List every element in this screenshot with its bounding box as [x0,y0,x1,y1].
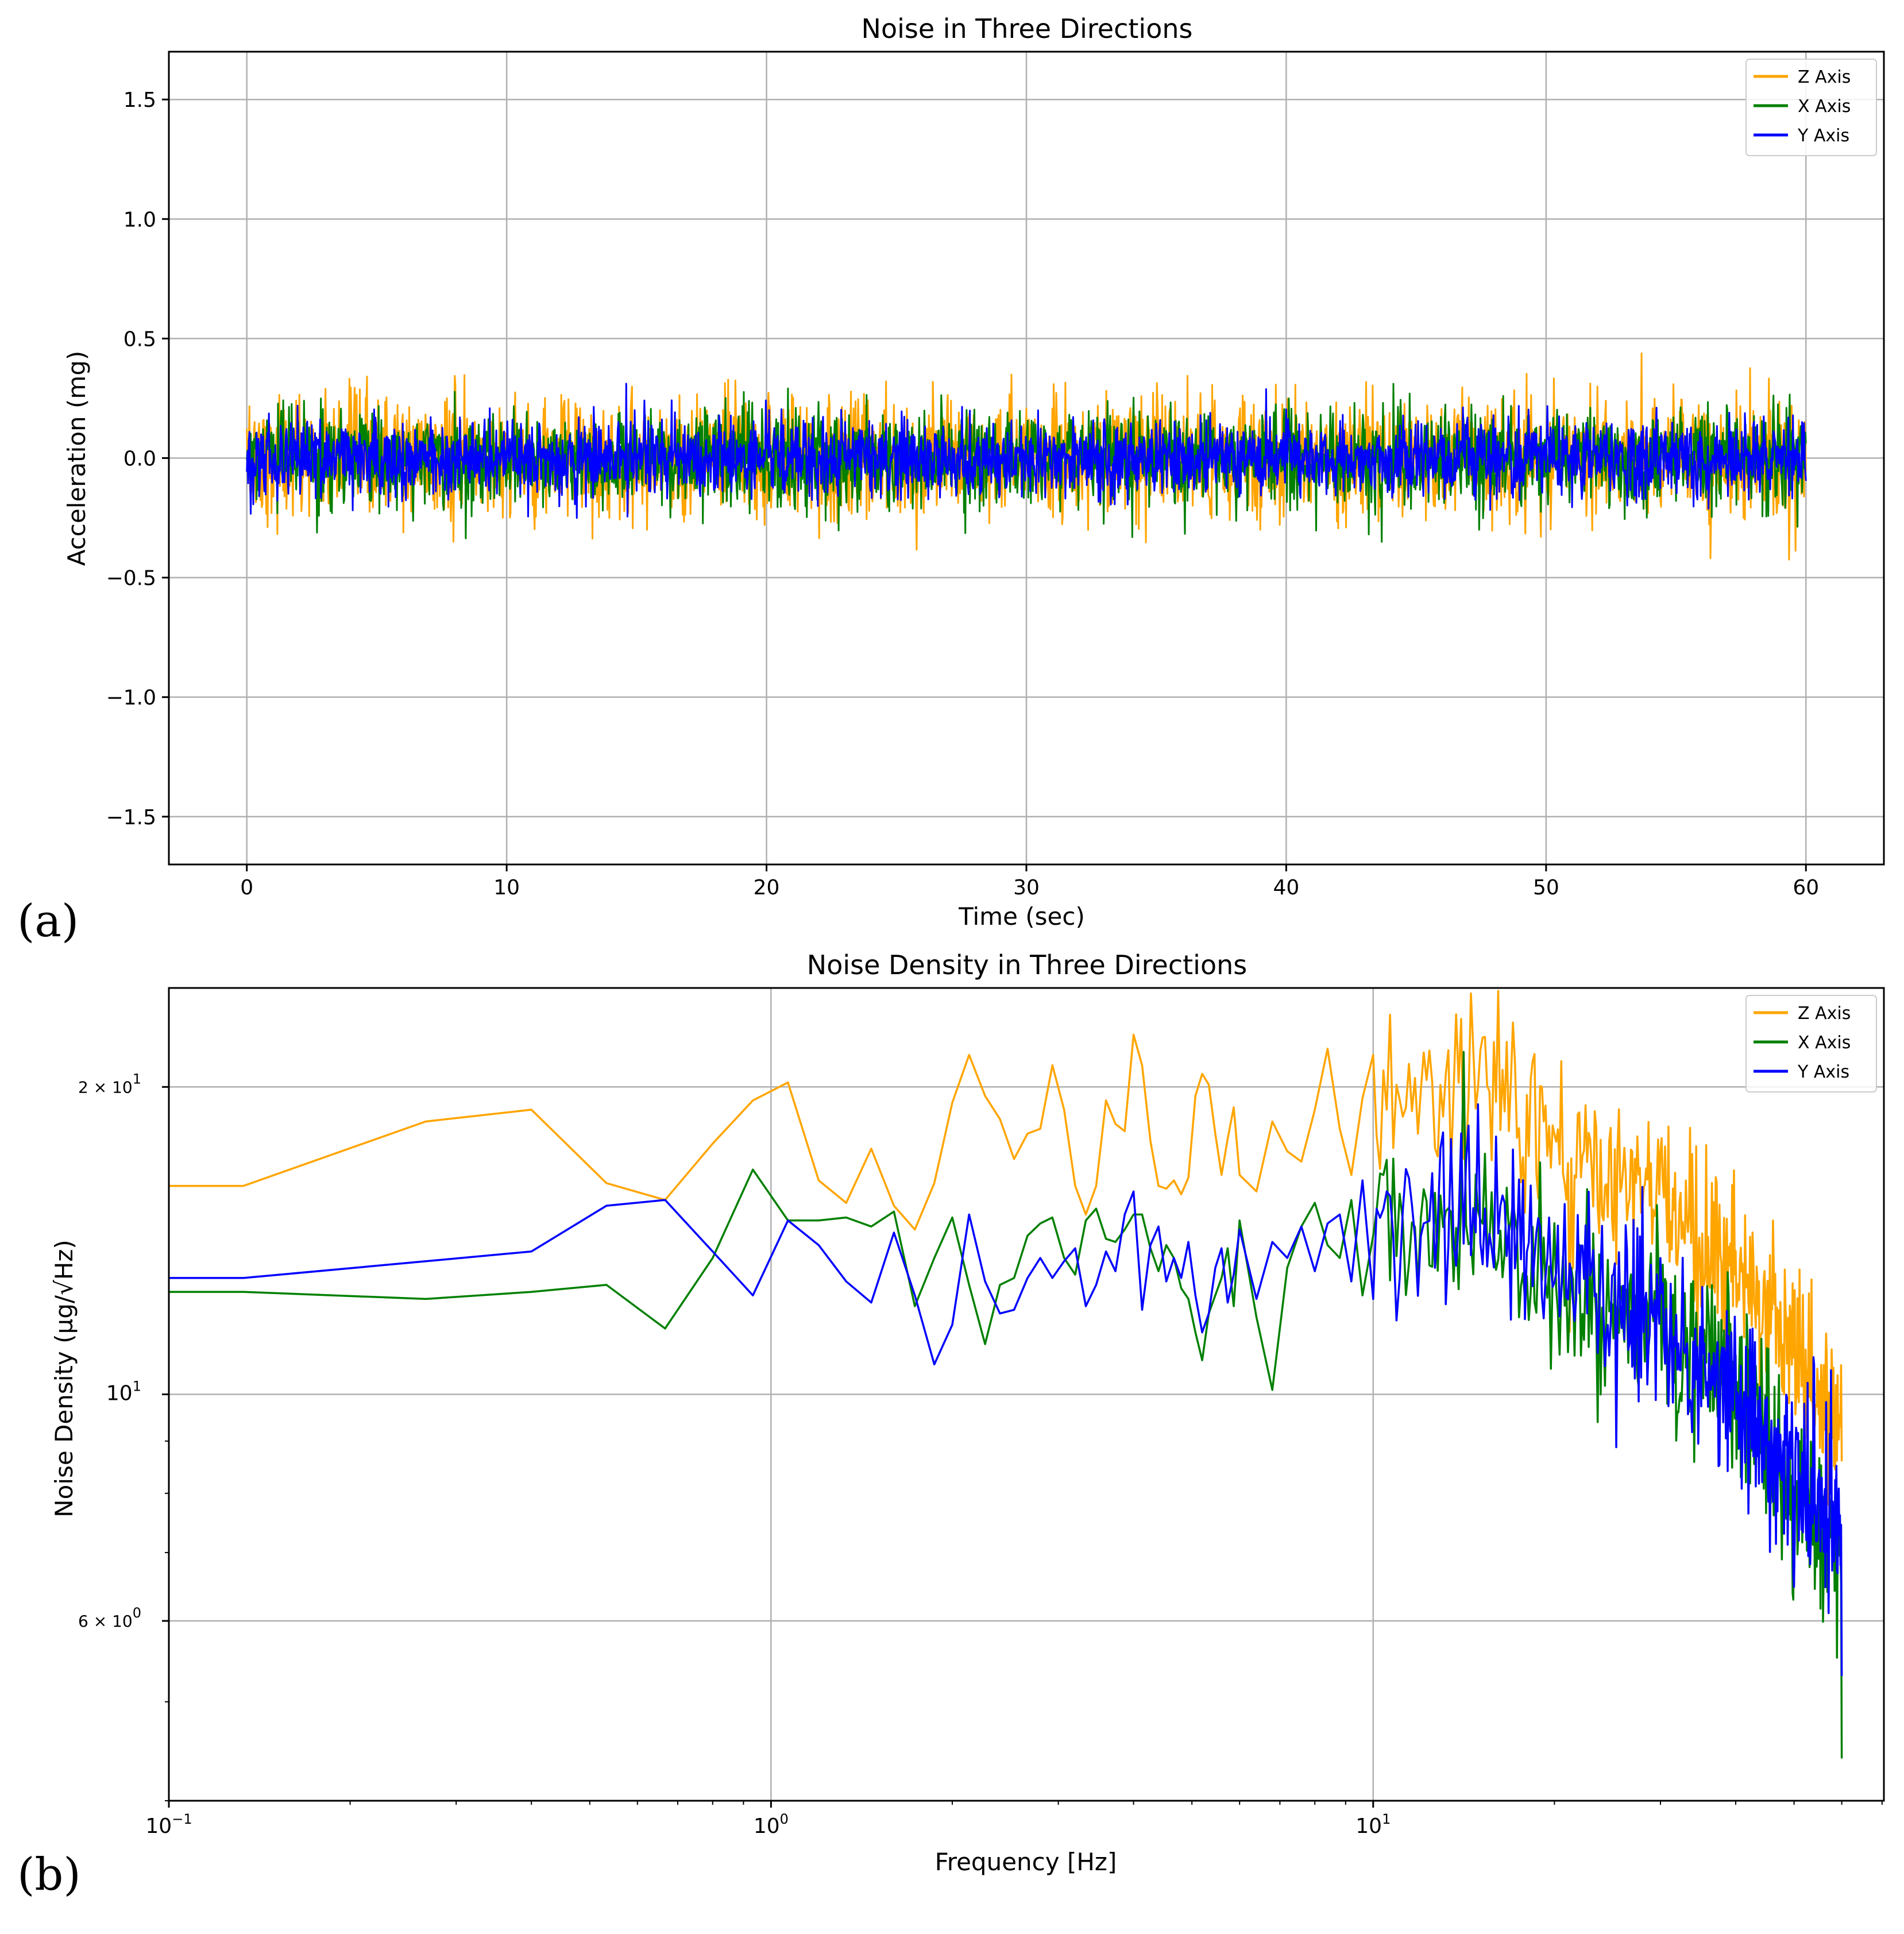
y-tick-label: 2 × 101 [78,1071,141,1097]
x-tick-label: 20 [754,876,780,900]
legend-b-label-x: X Axis [1798,1033,1851,1053]
y-tick-label: −1.5 [106,806,156,829]
x-tick-label: 10−1 [145,1811,192,1838]
chart-a-xlabel: Time (sec) [958,902,1085,931]
legend-a-label-z: Z Axis [1798,67,1851,87]
series-y-axis [169,1103,1843,1676]
series-z-axis [169,990,1843,1506]
chart-b-x-ticks: 10−1 100 101 [145,1801,1883,1838]
x-tick-label: 10 [493,876,520,900]
chart-b-y-ticks: 6 × 100 101 2 × 101 [78,1071,169,1801]
legend-a-label-y: Y Axis [1797,126,1849,146]
chart-b-ylabel: Noise Density (µg/√Hz) [50,1240,78,1518]
chart-a-title: Noise in Three Directions [862,13,1193,44]
chart-a-legend: Z Axis X Axis Y Axis [1745,59,1877,156]
x-tick-label: 60 [1793,876,1819,900]
chart-a-plot-area [246,352,1807,561]
legend-a-label-x: X Axis [1798,96,1851,117]
series-x-axis [246,383,1807,543]
y-tick-label: −1.0 [106,686,156,710]
chart-a-x-ticks: 0 10 20 30 40 50 60 [240,864,1819,900]
panel-label-a: (a) [17,895,79,947]
y-tick-label: 1.5 [123,88,156,112]
x-tick-label: 30 [1013,876,1040,900]
x-tick-label: 0 [240,876,253,900]
x-tick-label: 100 [754,1811,789,1838]
chart-a-ylabel: Acceleration (mg) [63,351,91,566]
y-tick-label: 101 [106,1379,141,1406]
chart-b-legend-box [1745,995,1877,1093]
legend-b-label-y: Y Axis [1797,1062,1849,1082]
chart-b-xlabel: Frequency [Hz] [935,1848,1117,1876]
chart-b-legend: Z Axis X Axis Y Axis [1745,995,1877,1093]
panel-label-b: (b) [17,1849,81,1901]
chart-a-legend-box [1745,59,1877,156]
y-tick-label: 1.0 [123,208,156,231]
chart-a-y-ticks: −1.5 −1.0 −0.5 0.0 0.5 1.0 1.5 [106,88,169,829]
legend-b-label-z: Z Axis [1798,1003,1851,1024]
series-y-axis [246,383,1807,519]
chart-b-plot-area [169,990,1843,1759]
x-tick-label: 40 [1273,876,1300,900]
y-tick-label: −0.5 [106,567,156,590]
noise-density-chart: Noise Density in Three Directions 10−1 10… [17,949,1885,1901]
x-tick-label: 101 [1355,1811,1391,1838]
chart-b-title: Noise Density in Three Directions [807,949,1247,980]
y-tick-label: 6 × 100 [78,1605,141,1631]
x-tick-label: 50 [1533,876,1559,900]
y-tick-label: 0.5 [123,327,156,351]
y-tick-label: 0.0 [123,447,156,471]
time-series-chart: Noise in Three Directions 0 10 20 30 40 50 60 … [17,13,1885,947]
